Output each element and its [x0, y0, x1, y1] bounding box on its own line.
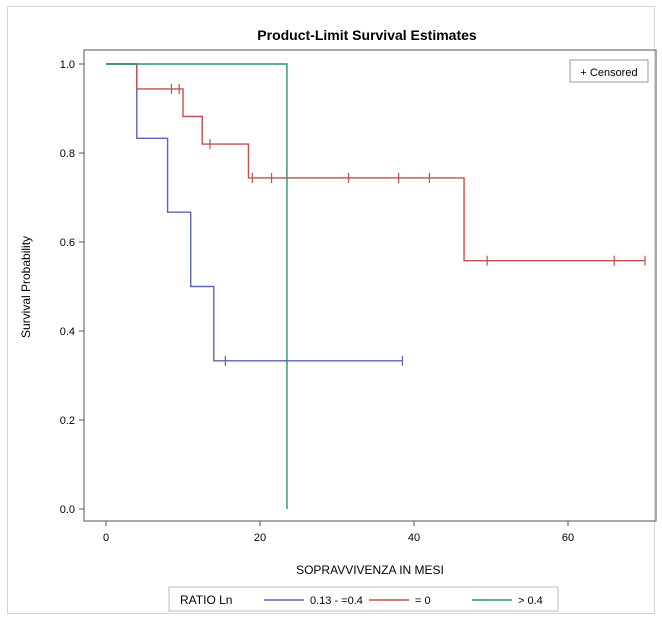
censored-legend-text: + Censored: [580, 67, 637, 79]
y-tick-label: 1.0: [60, 59, 75, 71]
series-0-line: [106, 63, 403, 362]
legend-label-0: 0.13 - =0.4: [310, 595, 363, 607]
y-tick-label: 0.6: [60, 237, 75, 249]
y-tick-label: 0.2: [60, 415, 75, 427]
censored-legend-box: [569, 59, 649, 83]
y-tick-label: 0.4: [60, 326, 75, 338]
x-tick-label: 60: [562, 532, 574, 544]
legend-label-1: = 0: [415, 595, 431, 607]
chart-frame: [7, 6, 655, 614]
x-tick-label: 0: [103, 532, 109, 544]
y-axis: 0.0 0.2 0.4 0.6 0.8 1.0: [60, 59, 84, 516]
y-axis-label: Survival Probability: [19, 236, 33, 338]
x-axis-label: SOPRAVVIVENZA IN MESI: [296, 563, 444, 577]
censor-marks: [170, 83, 646, 366]
censored-legend: + Censored: [569, 59, 649, 83]
x-tick-label: 40: [408, 532, 420, 544]
chart-title: Product-Limit Survival Estimates: [257, 27, 477, 43]
series-1-line: [106, 63, 645, 262]
y-tick-label: 0.8: [60, 148, 75, 160]
y-tick-label: 0.0: [60, 504, 75, 516]
series-layer: [106, 63, 645, 509]
legend: RATIO Ln 0.13 - =0.4 = 0 > 0.4: [168, 586, 559, 612]
legend-items: 0.13 - =0.4 = 0 > 0.4: [264, 595, 543, 607]
series-2-line: [106, 63, 288, 509]
plot-area: [83, 49, 657, 522]
legend-title: RATIO Ln: [180, 593, 232, 607]
x-axis: 0 20 40 60: [103, 521, 574, 544]
legend-label-2: > 0.4: [518, 595, 543, 607]
x-tick-label: 20: [254, 532, 266, 544]
legend-box: [168, 586, 559, 612]
